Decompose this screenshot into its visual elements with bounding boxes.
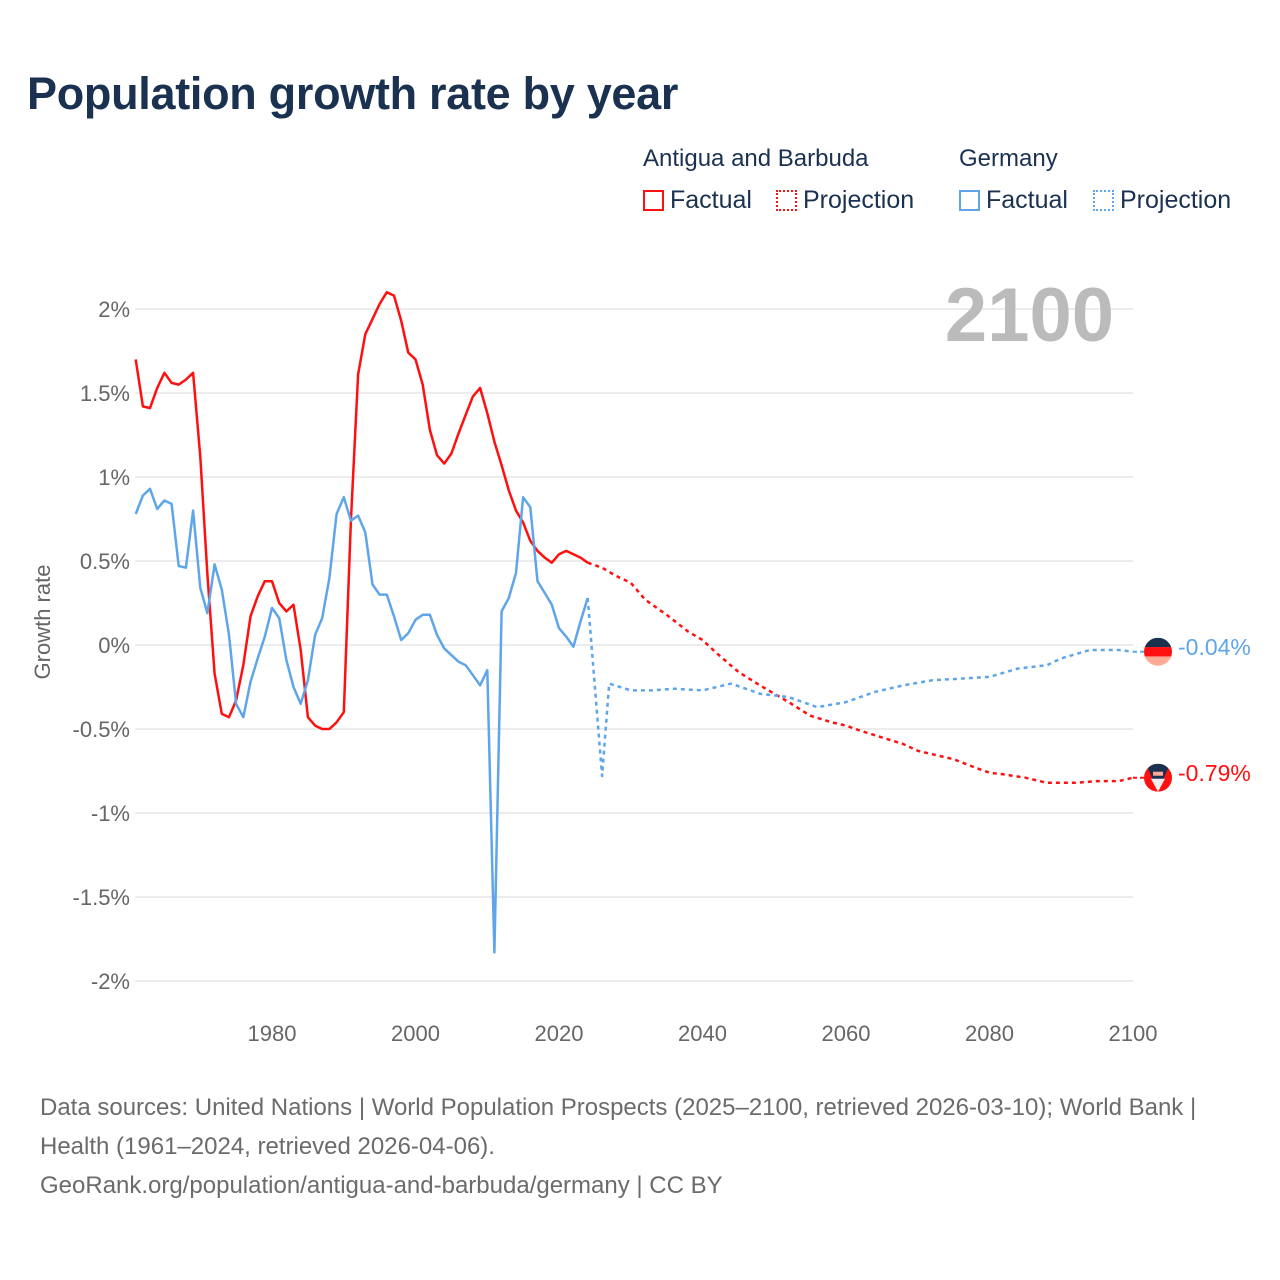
y-tick-label: 2% (98, 297, 130, 322)
footer: Data sources: United Nations | World Pop… (40, 1088, 1240, 1205)
legend-group-antigua: Antigua and Barbuda (643, 145, 869, 172)
x-tick-label: 2100 (1109, 1021, 1158, 1046)
y-tick-label: 1% (98, 465, 130, 490)
legend-label: Factual (670, 186, 752, 214)
x-tick-label: 2020 (535, 1021, 584, 1046)
y-tick-label: 0% (98, 633, 130, 658)
legend-antigua-factual[interactable]: Factual (643, 186, 752, 215)
legend-swatch-dotted-blue (1093, 190, 1114, 211)
legend-label: Factual (986, 186, 1068, 214)
legend-swatch-dotted-red (776, 190, 797, 211)
legend-group-germany: Germany (959, 145, 1058, 172)
series-line-germany-projection (586, 597, 1134, 778)
x-tick-label: 2000 (391, 1021, 440, 1046)
x-tick-label: 1980 (248, 1021, 297, 1046)
y-tick-label: 1.5% (80, 381, 130, 406)
x-tick-label: 2040 (678, 1021, 727, 1046)
y-tick-label: -0.5% (73, 717, 130, 742)
legend-germany-projection[interactable]: Projection (1093, 186, 1231, 215)
series-line-antigua-and-barbuda-projection (587, 561, 1134, 785)
source-link[interactable]: GeoRank.org/population/antigua-and-barbu… (40, 1172, 723, 1199)
legend-label: Projection (1120, 186, 1232, 214)
legend-label: Projection (803, 186, 915, 214)
germany-flag-icon (1144, 637, 1172, 666)
germany-end-value: -0.04% (1178, 634, 1251, 660)
series-line-germany-factual (134, 487, 589, 954)
y-tick-label: 0.5% (80, 549, 130, 574)
current-year-label: 2100 (944, 273, 1114, 358)
y-tick-label: -1.5% (73, 885, 130, 910)
data-sources: Data sources: United Nations | World Pop… (40, 1094, 1197, 1160)
antigua-end-value: -0.79% (1178, 760, 1251, 786)
y-tick-label: -1% (91, 801, 130, 826)
legend-antigua-projection[interactable]: Projection (776, 186, 914, 215)
legend-swatch-solid-blue (959, 190, 980, 211)
antigua-flag-icon (1144, 763, 1172, 792)
page-title: Population growth rate by year (27, 68, 679, 119)
x-tick-label: 2060 (822, 1021, 871, 1046)
y-axis-label: Growth rate (30, 565, 55, 680)
series-line-antigua-and-barbuda-factual (134, 290, 589, 731)
y-tick-label: -2% (91, 969, 130, 994)
x-tick-label: 2080 (965, 1021, 1014, 1046)
legend-swatch-solid-red (643, 190, 664, 211)
legend-germany-factual[interactable]: Factual (959, 186, 1068, 215)
